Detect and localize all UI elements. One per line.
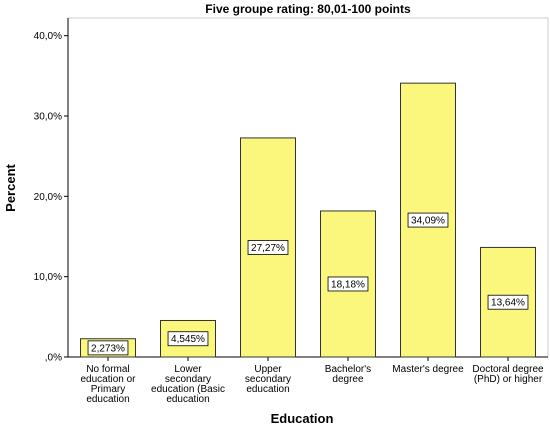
x-tick-label: Master's degree [392,364,464,375]
value-label: 34,09% [411,216,445,227]
value-label-box [487,294,529,310]
x-tick-label: education [166,394,209,405]
x-tick-label: degree [332,374,364,385]
x-tick-label: education [246,384,289,395]
value-label: 4,545% [171,334,205,345]
x-tick-label: No formal [86,364,129,375]
x-tick-label: Doctoral degree [472,364,544,375]
chart-title: Five groupe rating: 80,01-100 points [205,2,411,16]
value-label-box [327,276,369,292]
x-tick-label: Bachelor's [325,364,371,375]
x-tick-label: education or [80,374,136,385]
value-label: 18,18% [331,279,365,290]
x-tick-label: (PhD) or higher [474,374,543,385]
value-label: 27,27% [251,243,285,254]
y-tick-label: ,0% [45,353,62,364]
value-label-box [167,331,209,347]
x-tick-label: Lower [174,364,202,375]
y-axis-title: Percent [3,163,18,211]
value-label-box [87,340,129,356]
value-label-box [247,240,289,255]
plot-frame [67,17,549,358]
x-tick-label: Upper [254,364,282,375]
y-tick-label: 10,0% [34,272,62,283]
value-label-box [407,212,449,228]
value-label: 13,64% [491,298,525,309]
y-tick-label: 30,0% [34,112,62,123]
x-tick-label: Primary [91,384,125,395]
y-tick-label: 40,0% [34,31,62,42]
x-tick-label: education [86,394,129,405]
y-tick-label: 20,0% [34,192,62,203]
x-axis-title: Education [271,411,334,426]
x-tick-label: secondary [165,374,211,385]
x-tick-label: education (Basic [151,384,225,395]
x-tick-label: secondary [245,374,291,385]
value-label: 2,273% [91,343,125,354]
